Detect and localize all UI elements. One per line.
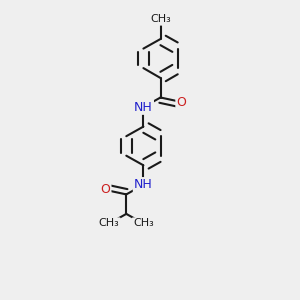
Text: O: O	[100, 183, 110, 196]
Text: NH: NH	[134, 100, 153, 114]
Text: NH: NH	[134, 178, 153, 191]
Text: CH₃: CH₃	[133, 218, 154, 229]
Text: CH₃: CH₃	[99, 218, 120, 229]
Text: O: O	[177, 95, 186, 109]
Text: CH₃: CH₃	[150, 14, 171, 25]
